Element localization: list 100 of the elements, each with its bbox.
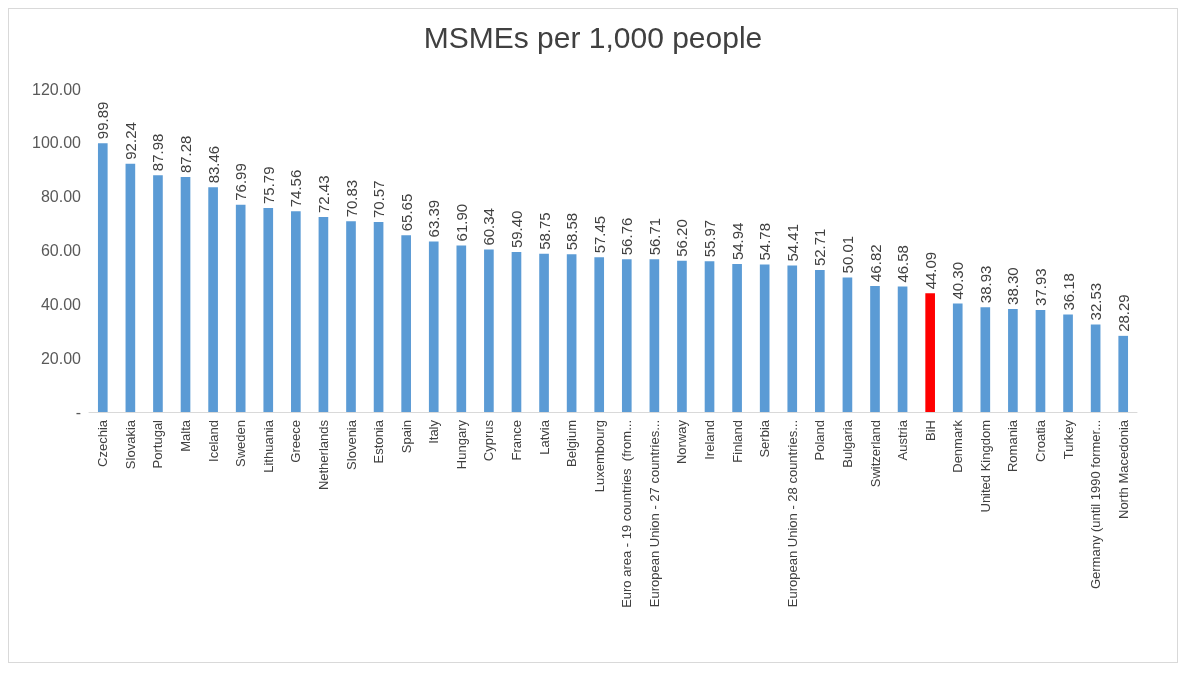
data-label: 92.24 [121,122,139,160]
bar [456,245,467,412]
data-label: 57.45 [590,215,608,254]
bar [621,259,632,412]
data-label: 40.30 [949,261,967,300]
bar [870,285,880,412]
x-tick-label: European Union - 27 countries... [646,420,662,608]
y-tick-label: 120.00 [32,80,82,98]
x-tick-label: Czechia [95,419,111,467]
data-label: 72.43 [314,175,332,214]
bar [539,253,549,412]
data-label: 56.20 [673,219,691,257]
data-label: 50.01 [838,235,856,274]
x-tick-label: Turkey [1060,419,1076,460]
x-tick-label: Luxembourg [591,420,607,493]
bar [1090,324,1101,412]
y-tick-label: 80.00 [40,188,82,206]
bar [180,177,191,412]
bar [732,264,742,412]
bar [1118,335,1129,412]
y-tick-label: 100.00 [32,134,82,152]
data-label: 46.58 [894,245,912,283]
x-tick-label: Euro area - 19 countries (from... [619,420,635,608]
data-label: 74.56 [287,169,305,208]
data-label: 70.83 [342,179,360,218]
data-label: 60.34 [480,208,498,246]
x-tick-label: BiH [922,420,938,441]
data-label: 52.71 [811,228,829,267]
x-tick-label: Switzerland [867,420,883,488]
x-tick-label: Ireland [702,420,718,460]
x-tick-label: France [508,420,524,461]
x-tick-label: Romania [1005,419,1021,473]
x-tick-label: Sweden [233,420,249,467]
x-tick-label: Austria [895,419,911,461]
bar [677,260,687,412]
data-label: 37.93 [1031,268,1049,306]
y-tick-label: 40.00 [40,295,82,313]
bar [1008,308,1018,412]
x-tick-label: Poland [812,420,828,461]
x-tick-label: North Macedonia [1115,419,1131,519]
data-label: 70.57 [370,180,388,219]
bar [428,241,439,412]
bar [401,235,411,412]
x-tick-label: Germany (until 1990 former... [1088,420,1104,590]
bar [566,254,577,412]
x-tick-label: Slovenia [343,419,359,470]
data-label: 56.76 [618,217,636,256]
bar [346,221,356,412]
bar [787,265,798,412]
data-label: 63.39 [425,199,443,238]
y-tick-label: 20.00 [40,349,82,367]
data-label: 87.28 [177,135,195,174]
bar [125,163,136,412]
y-tick-label: - [75,403,81,421]
x-tick-label: Latvia [536,419,552,455]
data-label: 76.99 [232,163,250,201]
bar [1063,314,1073,412]
data-label: 56.71 [645,217,663,256]
bar [373,222,384,412]
data-label: 65.65 [397,193,415,232]
bar [594,257,605,412]
data-label: 46.82 [866,244,884,282]
data-label: 99.89 [94,101,112,140]
x-tick-label: Belgium [564,420,580,467]
bar [815,270,825,412]
x-tick-label: Portugal [150,419,166,469]
chart-title: MSMEs per 1,000 people [423,20,763,54]
bar [511,252,522,412]
bar [235,204,246,412]
data-label: 54.41 [783,224,801,262]
x-tick-label: Hungary [453,419,469,470]
data-label: 59.40 [507,210,525,249]
data-label: 54.78 [756,223,774,261]
data-label: 38.30 [1004,267,1022,305]
x-tick-label: European Union - 28 countries... [784,420,800,608]
x-tick-label: Lithuania [260,419,276,473]
bar [291,211,301,412]
x-tick-label: United Kingdom [977,420,993,513]
x-tick-label: Cyprus [481,419,497,462]
bar [1035,309,1046,412]
data-label: 32.53 [1087,282,1105,321]
x-tick-label: Norway [674,419,690,465]
bar [649,259,660,412]
data-label: 55.97 [701,219,719,258]
x-tick-label: Spain [398,420,414,454]
data-label: 44.09 [921,251,939,290]
data-label: 61.90 [452,203,470,242]
y-tick-label: 60.00 [40,242,82,259]
data-label: 75.79 [259,166,277,204]
bar [925,293,935,412]
bar [897,286,908,412]
bar [263,208,274,412]
bar [842,277,853,412]
data-label: 58.58 [563,212,581,251]
x-tick-label: Denmark [950,419,966,473]
x-tick-label: Finland [729,420,745,463]
x-tick-label: Netherlands [315,419,331,491]
x-tick-label: Serbia [757,419,773,458]
bar [980,307,991,412]
data-label: 87.98 [149,133,167,172]
